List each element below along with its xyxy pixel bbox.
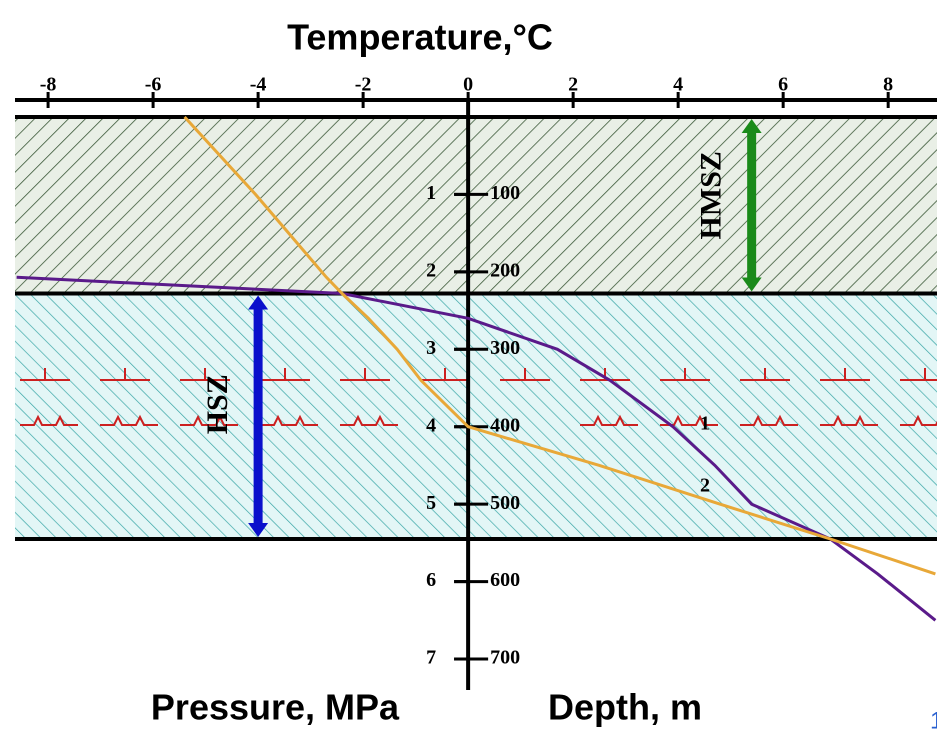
depth-tick-label: 600 <box>490 569 520 591</box>
depth-tick-label: 400 <box>490 414 520 436</box>
permafrost-symbol <box>100 368 150 381</box>
arrow-head <box>741 119 762 133</box>
permafrost-symbol <box>180 368 230 381</box>
pressure-tick-label: 4 <box>426 414 436 436</box>
permafrost-symbol <box>660 414 718 426</box>
temperature-tick-label: 6 <box>778 74 788 96</box>
zone-arrow <box>741 119 762 292</box>
zone-band <box>15 117 937 294</box>
temperature-tick-label: 8 <box>883 74 893 96</box>
permafrost-symbol <box>20 414 78 426</box>
temperature-tick-label: -4 <box>250 74 267 96</box>
pressure-tick-label: 1 <box>426 182 436 204</box>
curve <box>183 115 936 576</box>
curve <box>16 275 937 622</box>
arrow-head <box>248 523 269 538</box>
zone-arrow <box>248 295 269 538</box>
temperature-tick-label: 2 <box>568 74 578 96</box>
permafrost-symbol <box>660 368 710 381</box>
depth-tick-label: 100 <box>490 182 520 204</box>
pressure-tick-label: 3 <box>426 337 436 359</box>
chart-title: Temperature,°C <box>287 17 553 58</box>
depth-tick-label: 500 <box>490 492 520 514</box>
permafrost-symbol <box>100 414 158 426</box>
curve-label: 1 <box>700 413 710 435</box>
permafrost-symbol <box>260 414 318 426</box>
permafrost-symbol <box>420 368 470 381</box>
permafrost-symbol <box>900 414 937 426</box>
zone-label: HSZ <box>201 374 234 434</box>
pressure-tick-label: 6 <box>426 569 436 591</box>
pressure-tick-label: 7 <box>426 647 436 669</box>
x-label-right: Depth, m <box>548 687 702 728</box>
curve-label: 2 <box>700 475 710 497</box>
temperature-tick-label: -2 <box>355 74 372 96</box>
permafrost-symbol <box>180 414 238 426</box>
permafrost-symbol <box>740 414 798 426</box>
permafrost-symbol <box>340 414 398 426</box>
temperature-tick-label: -8 <box>40 74 57 96</box>
permafrost-symbol <box>20 368 70 381</box>
permafrost-symbol <box>340 368 390 381</box>
pressure-tick-label: 2 <box>426 259 436 281</box>
permafrost-symbol <box>500 368 550 381</box>
permafrost-symbol <box>820 368 870 381</box>
permafrost-symbol <box>740 368 790 381</box>
permafrost <box>20 368 937 426</box>
permafrost-symbol <box>580 414 638 426</box>
pressure-tick-label: 5 <box>426 492 436 514</box>
page-number: 1 <box>930 707 937 734</box>
zones <box>15 117 937 540</box>
depth-tick-label: 300 <box>490 337 520 359</box>
zone-band <box>15 293 937 540</box>
permafrost-symbol <box>260 368 310 381</box>
depth-tick-label: 700 <box>490 647 520 669</box>
permafrost-symbol <box>820 414 878 426</box>
temperature-tick-label: 0 <box>463 74 473 96</box>
x-label-left: Pressure, MPa <box>151 687 400 728</box>
permafrost-symbol <box>900 368 937 381</box>
zone-label: HMSZ <box>695 151 728 239</box>
arrow-head <box>741 277 762 292</box>
temperature-tick-label: -6 <box>145 74 162 96</box>
depth-tick-label: 200 <box>490 259 520 281</box>
arrow-head <box>248 295 269 310</box>
temperature-tick-label: 4 <box>673 74 683 96</box>
